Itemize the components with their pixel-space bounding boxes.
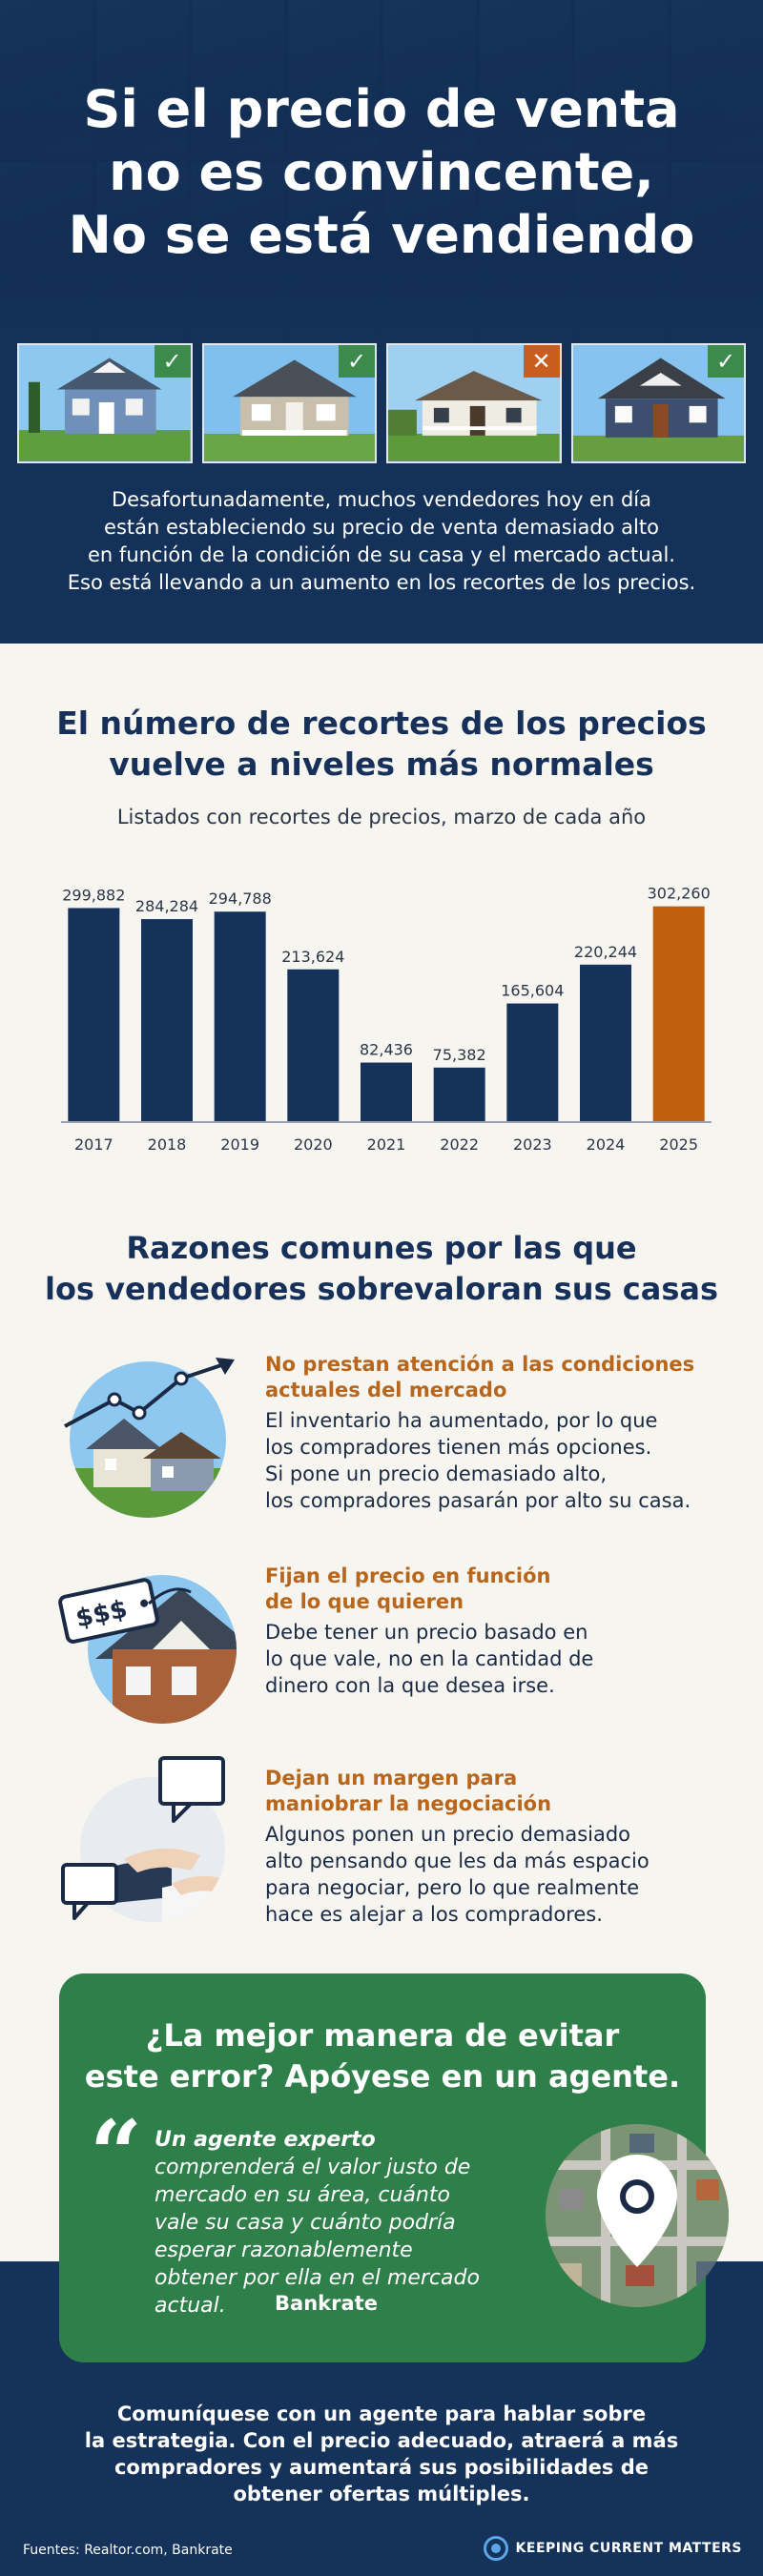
x-tick-2023: 2023 [513,1135,552,1154]
x-tick-2019: 2019 [220,1135,259,1154]
bar-2018 [141,919,193,1121]
quote-icon: “ [90,2100,143,2208]
house-photo-1: ✓ [17,343,193,463]
x-tick-2020: 2020 [294,1135,333,1154]
house-photo-row: ✓ ✓ [17,343,746,463]
bar-2023 [506,1003,559,1121]
bar-2019 [214,911,266,1121]
value-label-2019: 294,788 [209,889,272,908]
check-icon: ✓ [708,345,744,378]
x-tick-2025: 2025 [659,1135,698,1154]
house-photo-4: ✓ [570,343,746,463]
callout-quote: Un agente experto comprenderá el valor j… [155,2128,480,2318]
price-cuts-bar-chart: 299,882 2017 284,284 2018 294,788 2019 213,624… [61,885,711,1154]
chart-subtitle: Listados con recortes de precios, marzo … [116,806,647,828]
x-tick-2018: 2018 [148,1135,187,1154]
value-label-2020: 213,624 [281,948,344,966]
reason-heading: No prestan atención a las condiciones ac… [265,1353,695,1401]
house-image [572,345,744,461]
reason-heading: Dejan un margen para maniobrar la negoci… [265,1767,552,1815]
reason-body: Algunos ponen un precio demasiado alto p… [265,1823,650,1926]
bar-2017 [68,908,120,1121]
close-icon: ✕ [523,345,560,378]
title-line-3: No se está vendiendo [68,205,695,265]
value-label-2024: 220,244 [574,943,637,961]
call-to-action: Comuníquese con un agente para hablar so… [84,2402,679,2505]
chart-title: El número de recortes de los precios vue… [56,705,707,783]
agent-callout-card: ¿La mejor manera de evitar este error? A… [59,1973,729,2362]
price-tag-house-icon: $$$ [58,1575,237,1724]
logo-text: KEEPING CURRENT MATTERS [515,2541,742,2556]
negotiation-icon [61,1756,225,1922]
check-icon: ✓ [154,345,191,378]
chat-bubble-icon [158,1756,225,1823]
chat-bubble-icon [61,1863,118,1920]
x-tick-2024: 2024 [587,1135,626,1154]
x-tick-2017: 2017 [74,1135,113,1154]
value-label-2023: 165,604 [501,982,564,1000]
reason-body: Debe tener un precio basado en lo que va… [265,1621,594,1697]
bar-2022 [433,1067,485,1121]
hero-section: Si el precio de venta no es convincente,… [0,0,763,644]
value-label-2017: 299,882 [62,886,125,904]
house-photo-2: ✓ [201,343,377,463]
bar-2021 [361,1062,412,1121]
trending-houses-icon [64,1358,235,1518]
x-tick-2022: 2022 [440,1135,479,1154]
bar-2020 [287,969,340,1121]
reasons-title: Razones comunes por las que los vendedor… [44,1230,719,1307]
quote-source: Bankrate [275,2292,378,2315]
bar-2024 [580,964,631,1121]
x-tick-2021: 2021 [367,1135,406,1154]
bar-2025 [652,906,705,1121]
kcm-logo: KEEPING CURRENT MATTERS [483,2536,742,2561]
value-label-2025: 302,260 [648,885,711,903]
value-label-2021: 82,436 [360,1041,413,1059]
hero-description: Desafortunadamente, muchos vendedores ho… [67,488,696,594]
title-line-2: no es convincente, [109,142,654,202]
logo-icon [483,2536,508,2561]
title-line-1: Si el precio de venta [83,79,680,139]
sources-text: Fuentes: Realtor.com, Bankrate [23,2543,233,2558]
check-icon: ✓ [339,345,375,378]
value-label-2022: 75,382 [433,1046,486,1064]
reason-heading: Fijan el precio en función de lo que qui… [265,1564,551,1613]
reason-body: El inventario ha aumentado, por lo que l… [265,1409,691,1512]
map-pin-icon [546,2124,729,2307]
value-label-2018: 284,284 [135,897,198,915]
page-title: Si el precio de venta no es convincente,… [0,78,763,267]
house-photo-3: ✕ [386,343,562,463]
callout-title: ¿La mejor manera de evitar este error? A… [84,2017,681,2095]
